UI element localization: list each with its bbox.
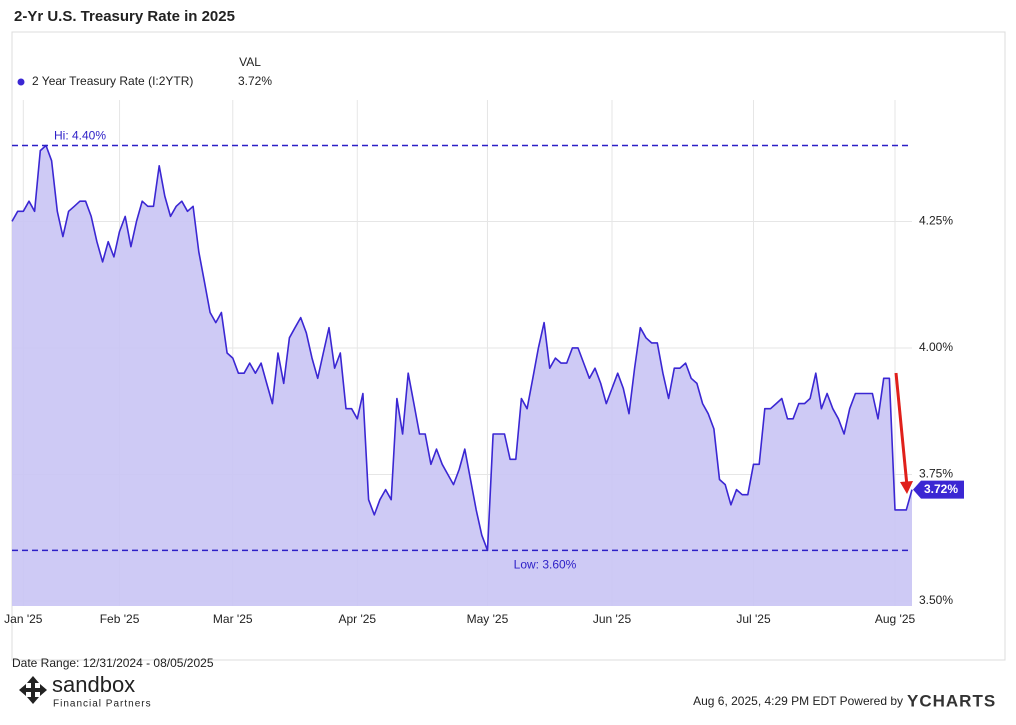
area-fill bbox=[12, 145, 912, 606]
annotation-arrow bbox=[894, 372, 909, 487]
brand: YCHARTS bbox=[907, 691, 996, 710]
legend-value: 3.72% bbox=[238, 74, 272, 88]
reference-label: Hi: 4.40% bbox=[54, 129, 106, 143]
logo-icon bbox=[19, 676, 47, 704]
x-tick-label: May '25 bbox=[467, 612, 509, 626]
legend-label: 2 Year Treasury Rate (I:2YTR) bbox=[32, 74, 193, 88]
x-tick-label: Feb '25 bbox=[100, 612, 140, 626]
line bbox=[11, 144, 913, 552]
value-tag-label: 3.72% bbox=[924, 482, 958, 496]
annotation-arrowhead bbox=[900, 481, 913, 494]
x-tick-label: Jun '25 bbox=[593, 612, 632, 626]
footer-text: Aug 6, 2025, 4:29 PM EDT Powered by bbox=[693, 694, 903, 708]
y-tick-label: 4.25% bbox=[919, 214, 953, 228]
x-tick-label: Apr '25 bbox=[338, 612, 376, 626]
legend-header: VAL bbox=[239, 55, 261, 69]
value-tag bbox=[913, 480, 964, 499]
x-tick-label: Mar '25 bbox=[213, 612, 253, 626]
date-range: Date Range: 12/31/2024 - 08/05/2025 bbox=[12, 656, 214, 670]
plot: Jan '25 Feb '25 Mar '25 Apr '25 May '25 Jun '… bbox=[4, 100, 964, 626]
x-tick-label: Jan '25 bbox=[4, 612, 43, 626]
logo-tagline: Financial Partners bbox=[53, 699, 152, 710]
y-tick-label: 3.50% bbox=[919, 593, 953, 607]
logo-name: sandbox bbox=[52, 672, 135, 697]
y-tick-label: 4.00% bbox=[919, 340, 953, 354]
y-tick-label: 3.75% bbox=[919, 467, 953, 481]
chart-title: 2-Yr U.S. Treasury Rate in 2025 bbox=[14, 8, 235, 25]
legend-swatch bbox=[17, 78, 25, 86]
x-tick-label: Aug '25 bbox=[875, 612, 916, 626]
x-tick-label: Jul '25 bbox=[736, 612, 771, 626]
reference-label: Low: 3.60% bbox=[514, 558, 577, 572]
